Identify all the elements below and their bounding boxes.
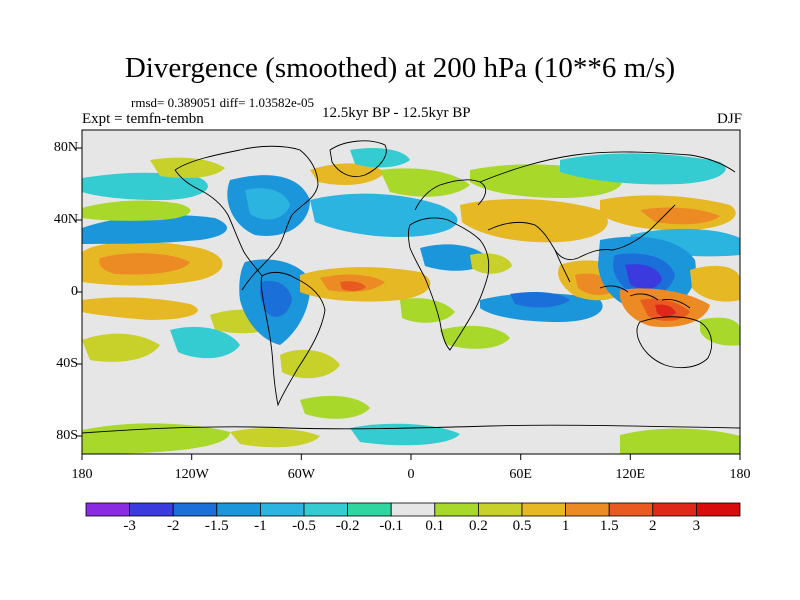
colorbar-label: -0.5 <box>292 518 316 534</box>
colorbar-label: 2 <box>649 518 657 534</box>
colorbar-label: -3 <box>123 518 136 534</box>
colorbar-box <box>85 502 130 517</box>
lat-tick-label: 40N <box>53 212 78 227</box>
colorbar-label: -2 <box>166 518 180 534</box>
colorbar-box <box>390 502 436 517</box>
colorbar-label: -0.1 <box>379 518 404 534</box>
colorbar-label: 0.5 <box>512 518 532 534</box>
lat-tick-label: 80S <box>56 428 78 443</box>
colorbar-box <box>259 502 305 517</box>
colorbar-box <box>652 502 697 517</box>
colorbar-box <box>521 502 566 517</box>
colorbar-label: 0.1 <box>425 518 445 534</box>
colorbar-box <box>477 502 523 517</box>
lon-tick-label: 120E <box>615 467 646 482</box>
lon-tick-label: 180 <box>729 467 751 482</box>
colorbar-box <box>172 502 218 517</box>
lon-tick-label: 60E <box>509 467 532 482</box>
colorbar-label: 1.5 <box>599 518 619 534</box>
contour-fills <box>82 148 740 454</box>
lon-tick-label: 180 <box>71 467 93 482</box>
colorbar-box <box>696 502 741 517</box>
colorbar-box <box>434 502 479 517</box>
coastlines <box>82 140 740 434</box>
lon-ticks <box>81 454 741 460</box>
lon-tick-label: 120W <box>174 467 209 482</box>
experiment-label: Expt = temfn-tembn <box>82 111 204 127</box>
lat-tick-label: 0 <box>71 284 78 299</box>
colorbar-label: -0.2 <box>335 518 360 534</box>
plot-title: Divergence (smoothed) at 200 hPa (10**6 … <box>124 52 676 84</box>
colorbar-label: 1 <box>561 518 570 534</box>
lon-tick-label: 0 <box>407 467 415 482</box>
lat-tick-label: 40S <box>56 356 78 371</box>
colorbar-label: 0.2 <box>469 518 488 534</box>
colorbar-box <box>608 502 654 517</box>
colorbar-box <box>303 502 348 517</box>
lat-tick-label: 80N <box>53 140 78 155</box>
colorbar-box <box>347 502 392 517</box>
colorbar-label: -1.5 <box>204 518 229 534</box>
season-label: DJF <box>716 111 742 127</box>
colorbar-label: 3 <box>692 518 701 534</box>
lon-tick-label: 60W <box>287 467 315 482</box>
colorbar-label: -1 <box>254 518 267 534</box>
colorbar-box <box>129 502 174 517</box>
colorbar-box <box>216 502 261 517</box>
lat-ticks <box>76 147 82 437</box>
colorbar-box <box>565 502 610 517</box>
period-label: 12.5kyr BP - 12.5kyr BP <box>322 105 471 121</box>
stats-line: rmsd= 0.389051 diff= 1.03582e-05 <box>131 95 315 110</box>
